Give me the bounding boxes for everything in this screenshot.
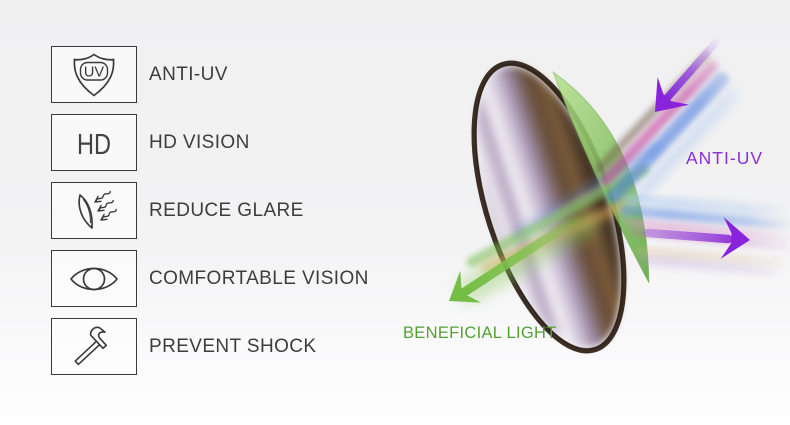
feature-row: COMFORTABLE VISION	[51, 250, 369, 307]
feature-row: UV ANTI-UV	[51, 46, 369, 103]
icon-box: HD	[51, 114, 137, 171]
hammer-icon	[74, 326, 108, 365]
feature-label: REDUCE GLARE	[149, 199, 304, 221]
hd-icon: HD	[77, 129, 111, 161]
feature-label: PREVENT SHOCK	[149, 335, 317, 357]
uv-incoming-beam	[595, 51, 739, 218]
uv-incoming-arrow	[655, 38, 720, 112]
feature-row: HD HD VISION	[51, 114, 369, 171]
feature-row: PREVENT SHOCK	[51, 318, 369, 375]
lens-glass	[476, 66, 622, 348]
feature-label: COMFORTABLE VISION	[149, 267, 369, 289]
icon-box: UV	[51, 46, 137, 103]
feature-label: HD VISION	[149, 131, 250, 153]
uv-incoming-arrowhead	[655, 77, 690, 112]
feature-list: UV ANTI-UV HD HD VISION	[51, 46, 369, 386]
hd-icon-text: HD	[77, 129, 111, 161]
anti-uv-label: ANTI-UV	[686, 148, 763, 168]
beneficial-light-label: BENEFICIAL LIGHT	[403, 324, 557, 342]
eye-icon	[70, 267, 118, 290]
icon-box	[51, 318, 137, 375]
beneficial-light-arrow	[449, 214, 581, 303]
icon-box	[51, 182, 137, 239]
reduce-glare-icon	[78, 190, 117, 229]
uv-icon-text: UV	[84, 64, 104, 80]
icon-box	[51, 250, 137, 307]
feature-row: REDUCE GLARE	[51, 182, 369, 239]
uv-shield-icon: UV	[73, 52, 115, 97]
uv-reflected-arrow	[643, 217, 750, 259]
beneficial-light-arrowhead	[449, 270, 482, 303]
feature-label: ANTI-UV	[149, 63, 228, 85]
uv-reflected-arrowhead	[720, 217, 750, 259]
